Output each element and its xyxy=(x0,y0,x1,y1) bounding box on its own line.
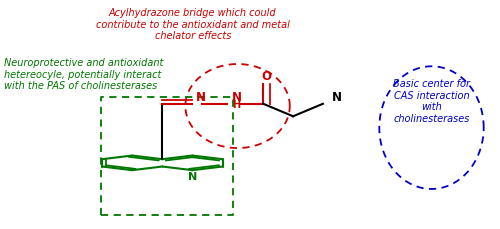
Text: Basic center for
CAS interaction
with
cholinesterases: Basic center for CAS interaction with ch… xyxy=(393,79,470,123)
Text: O: O xyxy=(262,70,272,83)
Text: Acylhydrazone bridge which could
contribute to the antioxidant and metal
chelato: Acylhydrazone bridge which could contrib… xyxy=(96,8,290,41)
Text: N: N xyxy=(188,172,197,182)
Text: Neuroprotective and antioxidant
hetereocyle, potentially interact
with the PAS o: Neuroprotective and antioxidant hetereoc… xyxy=(4,58,163,91)
Text: N: N xyxy=(196,90,206,103)
Text: N: N xyxy=(332,90,342,104)
Text: H: H xyxy=(232,99,240,109)
Text: N: N xyxy=(232,91,242,104)
